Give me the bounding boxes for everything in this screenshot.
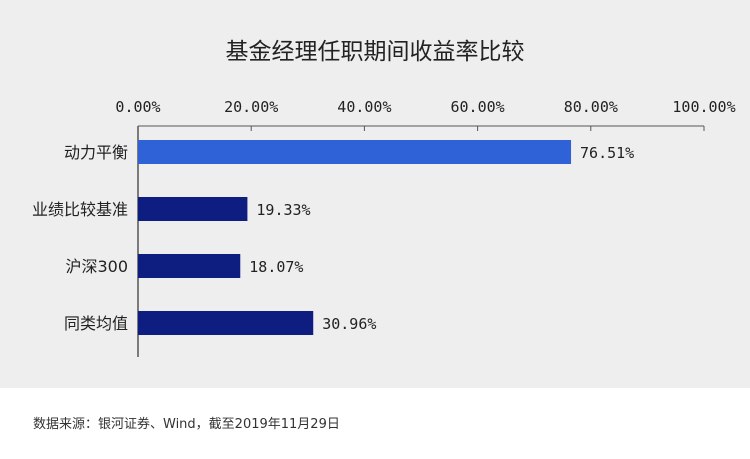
bar (138, 197, 248, 221)
x-tick-label: 20.00% (224, 98, 278, 116)
category-label: 动力平衡 (64, 143, 128, 162)
value-label: 76.51% (580, 144, 634, 162)
bar (138, 311, 314, 335)
data-source-note: 数据来源：银河证券、Wind，截至2019年11月29日 (33, 417, 340, 432)
x-tick-label: 60.00% (451, 98, 505, 116)
x-tick-label: 80.00% (564, 98, 618, 116)
bar (138, 140, 572, 164)
bar (138, 254, 241, 278)
value-label: 18.07% (249, 258, 303, 276)
x-tick-label: 100.00% (672, 98, 735, 116)
x-tick-label: 40.00% (337, 98, 391, 116)
category-label: 同类均值 (64, 314, 128, 333)
chart-title: 基金经理任职期间收益率比较 (225, 39, 525, 65)
category-label: 沪深300 (65, 257, 128, 276)
bar-chart: 0.00% 20.00% 40.00% 60.00% 80.00% 100.00% 动力平衡… (32, 98, 736, 357)
value-label: 19.33% (256, 201, 310, 219)
category-label: 业绩比较基准 (32, 200, 128, 219)
chart-panel (0, 0, 750, 388)
value-label: 30.96% (322, 315, 376, 333)
x-tick-label: 0.00% (115, 98, 160, 116)
